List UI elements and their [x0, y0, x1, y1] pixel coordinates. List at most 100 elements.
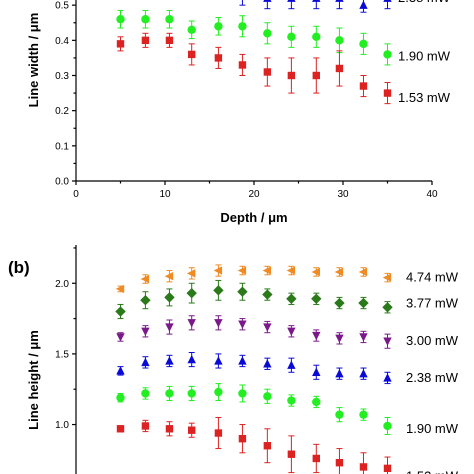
panel-b-label: (b) — [8, 258, 30, 277]
panel-a-y-tick-label: 0.5 — [55, 1, 69, 12]
data-point — [287, 396, 296, 405]
panel-b-series-label: 1.90 mW — [406, 421, 459, 436]
data-point — [335, 64, 344, 73]
data-point — [165, 389, 174, 398]
data-point — [334, 267, 344, 277]
data-point — [383, 421, 392, 431]
data-point — [116, 393, 125, 402]
panel-a-x-tick-label: 40 — [426, 189, 438, 200]
data-point — [165, 425, 174, 433]
data-point — [383, 50, 392, 59]
data-point — [116, 15, 125, 24]
data-point — [312, 71, 320, 80]
data-point — [140, 295, 151, 306]
data-point — [311, 267, 320, 277]
data-point — [335, 368, 344, 378]
data-point — [359, 410, 368, 419]
data-point — [116, 40, 125, 48]
data-point — [214, 22, 223, 31]
data-point — [262, 289, 273, 300]
panel-a: Line width / μm 2.38 mW 1.90 mW 1.53 mW 0 1… — [26, 0, 451, 225]
data-point — [312, 0, 321, 2]
panel-a-y-tick-label: 0.2 — [55, 106, 69, 117]
data-point — [383, 464, 392, 473]
data-point — [116, 425, 125, 433]
data-point — [383, 0, 392, 2]
data-point — [383, 337, 392, 346]
panel-b-series-label: 2.38 mW — [406, 370, 459, 385]
data-point — [312, 331, 321, 341]
data-point — [186, 287, 197, 299]
data-point — [263, 359, 272, 368]
panel-a-y-axis-title: Line width / μm — [26, 13, 41, 108]
data-point — [263, 0, 272, 2]
data-point — [263, 392, 272, 401]
data-point — [237, 286, 248, 297]
data-point — [164, 271, 174, 281]
data-point — [141, 36, 150, 45]
data-point — [312, 454, 320, 463]
data-point — [165, 356, 174, 365]
panel-a-axes: 0 10 20 30 40 0.0 0.1 0.2 0.3 0.4 0.5 — [55, 0, 438, 200]
data-point — [238, 61, 247, 69]
data-point — [263, 68, 272, 76]
data-point — [165, 15, 174, 24]
panel-b-series-1-53-mW — [116, 416, 392, 474]
data-point — [359, 82, 368, 90]
data-point — [187, 389, 196, 398]
data-point — [312, 32, 321, 42]
panel-b-plot-area: 4.74 mW 3.77 mW 3.00 mW 2.38 mW 1.90 mW 1.53 … — [115, 264, 459, 474]
data-point — [262, 266, 272, 275]
panel-a-series-1-53-mW — [116, 32, 392, 105]
data-point — [263, 442, 272, 450]
data-point — [382, 302, 393, 313]
panel-a-x-tick-label: 20 — [248, 189, 260, 200]
data-point — [188, 50, 196, 59]
data-point — [164, 292, 175, 303]
data-point — [359, 333, 368, 342]
data-point — [286, 266, 296, 275]
panel-a-y-tick-label: 0.4 — [55, 36, 69, 47]
data-point — [263, 323, 272, 332]
data-point — [287, 0, 296, 2]
data-point — [359, 39, 368, 49]
data-point — [335, 0, 344, 2]
data-point — [359, 0, 368, 9]
panel-a-series-label: 1.90 mW — [398, 48, 451, 63]
data-point — [359, 463, 368, 471]
panel-b-y-tick-label: 1.0 — [55, 420, 69, 431]
data-point — [165, 323, 174, 332]
data-point — [237, 266, 247, 275]
data-point — [141, 327, 150, 336]
data-point — [335, 458, 344, 467]
data-point — [141, 389, 150, 398]
panel-b-series-4-74-mW — [115, 264, 392, 294]
data-point — [287, 360, 296, 369]
panel-b: (b) Line height / μm 4.74 mW 3.77 mW 3.00 … — [8, 245, 459, 474]
data-point — [335, 36, 344, 45]
panel-a-series-2-38-mW — [239, 0, 392, 13]
data-point — [311, 293, 322, 304]
data-point — [165, 36, 174, 45]
panel-a-x-tick-label: 10 — [159, 189, 171, 200]
panel-a-x-tick-label: 30 — [337, 189, 349, 200]
data-point — [238, 434, 247, 443]
data-point — [188, 426, 196, 434]
data-point — [382, 273, 392, 282]
panel-a-series-label: 2.38 mW — [398, 0, 451, 5]
data-point — [238, 389, 247, 398]
data-point — [214, 387, 223, 397]
data-point — [238, 356, 247, 365]
panel-b-series-3-00-mW — [116, 315, 392, 349]
data-point — [358, 297, 369, 309]
data-point — [312, 397, 321, 407]
data-point — [141, 422, 150, 430]
data-point — [187, 25, 196, 34]
data-point — [214, 429, 223, 437]
data-point — [287, 71, 296, 80]
panel-a-y-tick-label: 0.3 — [55, 71, 69, 82]
data-point — [312, 367, 321, 376]
panel-a-plot-area: 2.38 mW 1.90 mW 1.53 mW — [116, 0, 451, 105]
data-point — [287, 450, 296, 458]
data-point — [358, 267, 368, 277]
